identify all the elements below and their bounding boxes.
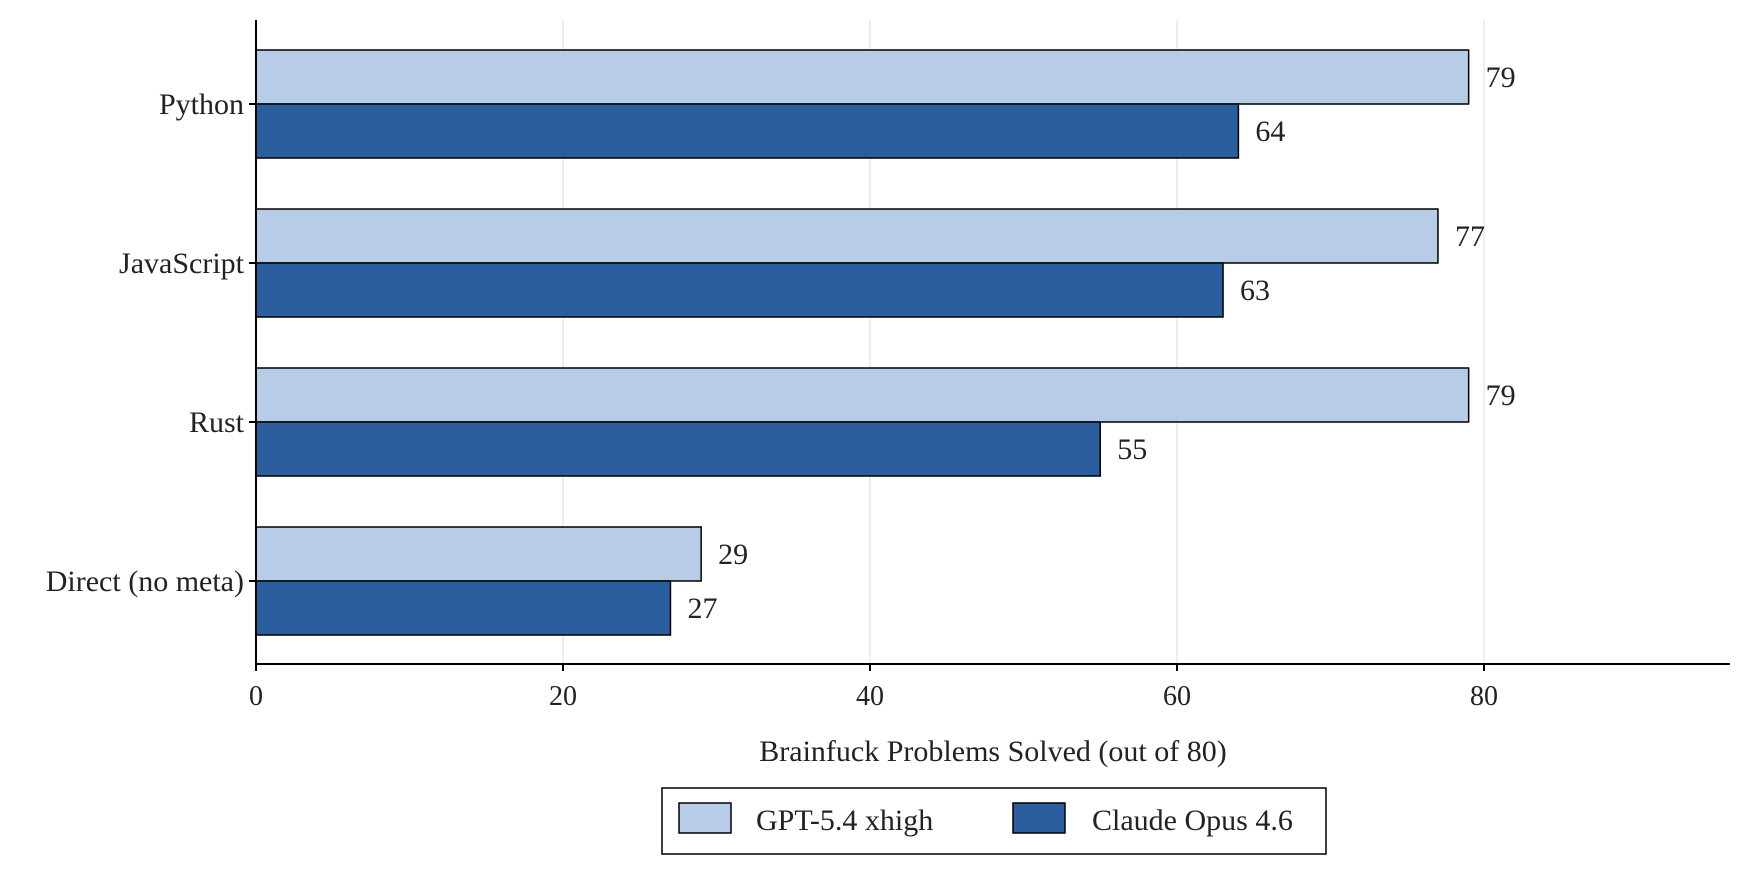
legend-swatch-gpt bbox=[678, 802, 732, 834]
legend: GPT-5.4 xhigh Claude Opus 4.6 bbox=[661, 787, 1327, 855]
bar-gpt-1 bbox=[255, 208, 1439, 264]
x-axis-label: Brainfuck Problems Solved (out of 80) bbox=[759, 735, 1226, 768]
x-tick-label-40: 40 bbox=[856, 681, 884, 712]
value-label-gpt-0: 79 bbox=[1486, 61, 1516, 94]
bars bbox=[255, 49, 1470, 636]
bar-claude-3 bbox=[255, 580, 672, 636]
bar-gpt-3 bbox=[255, 526, 702, 582]
x-tick-label-60: 60 bbox=[1163, 681, 1191, 712]
value-label-gpt-1: 77 bbox=[1455, 220, 1485, 253]
value-label-claude-3: 27 bbox=[687, 592, 717, 625]
legend-label-claude: Claude Opus 4.6 bbox=[1092, 804, 1293, 837]
value-label-gpt-3: 29 bbox=[718, 538, 748, 571]
category-label-0: Python bbox=[159, 88, 244, 121]
category-label-3: Direct (no meta) bbox=[46, 565, 244, 598]
legend-swatch-claude bbox=[1012, 802, 1066, 834]
bar-claude-0 bbox=[255, 103, 1240, 159]
legend-frame bbox=[661, 787, 1327, 855]
value-label-claude-1: 63 bbox=[1240, 274, 1270, 307]
category-label-1: JavaScript bbox=[119, 247, 245, 280]
x-tick-label-80: 80 bbox=[1470, 681, 1498, 712]
x-tick-label-20: 20 bbox=[549, 681, 577, 712]
x-tick-label-0: 0 bbox=[249, 681, 263, 712]
legend-label-gpt: GPT-5.4 xhigh bbox=[756, 804, 933, 837]
value-label-claude-2: 55 bbox=[1117, 433, 1147, 466]
bar-claude-1 bbox=[255, 262, 1224, 318]
value-label-gpt-2: 79 bbox=[1486, 379, 1516, 412]
category-label-2: Rust bbox=[189, 406, 245, 439]
x-tick-labels: 0 20 40 60 80 bbox=[249, 664, 1498, 712]
category-labels: Python JavaScript Rust Direct (no meta) bbox=[46, 88, 256, 598]
bar-claude-2 bbox=[255, 421, 1101, 477]
bar-gpt-2 bbox=[255, 367, 1470, 423]
value-label-claude-0: 64 bbox=[1255, 115, 1285, 148]
bar-gpt-0 bbox=[255, 49, 1470, 105]
